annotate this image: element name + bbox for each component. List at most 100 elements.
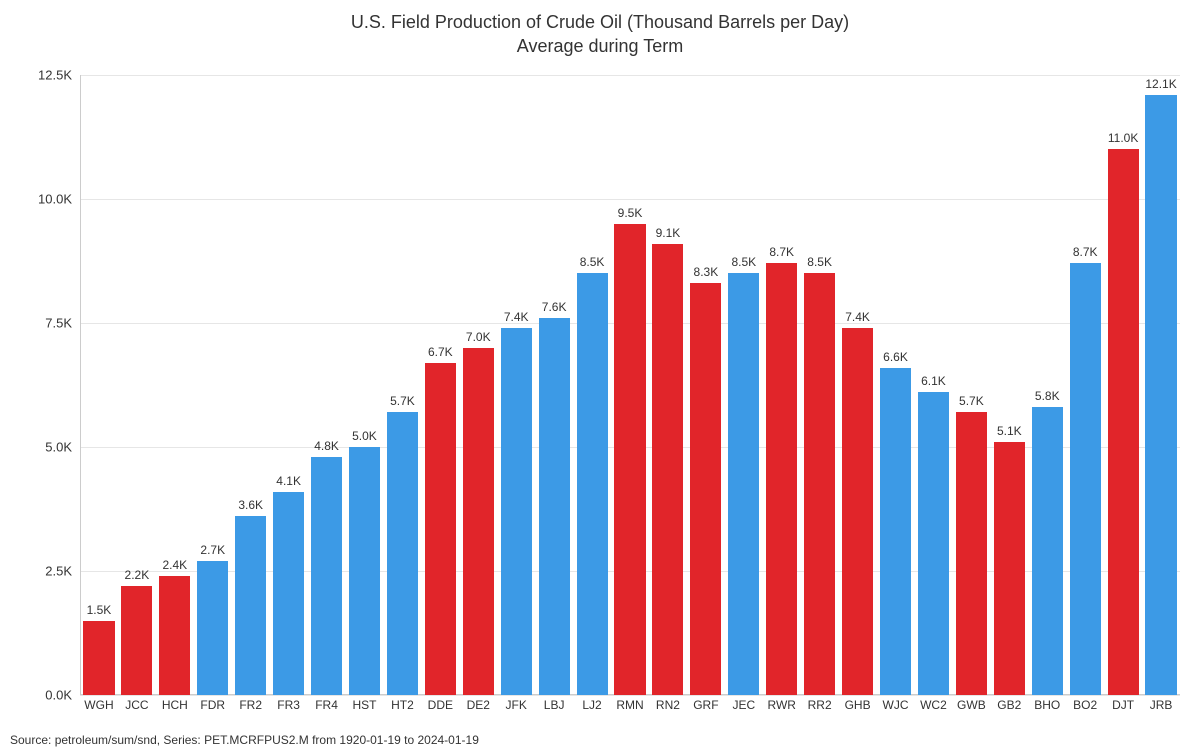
bar-JRB: [1145, 95, 1176, 695]
plot-area: 1.5K 2.2K 2.4K 2.7K 3.6K 4.1K 4.8K 5.0K 5.7K 6.7K…: [80, 75, 1180, 695]
bar-HT2: [387, 412, 418, 695]
bars-group: 1.5K 2.2K 2.4K 2.7K 3.6K 4.1K 4.8K 5.0K 5.7K 6.7K…: [80, 75, 1180, 695]
y-tick-label: 12.5K: [12, 68, 72, 83]
grid-line: [80, 695, 1180, 696]
bar-value-label: 3.6K: [238, 498, 263, 512]
bar-HST: [349, 447, 380, 695]
bar-WJC: [880, 368, 911, 695]
bar-value-label: 4.8K: [314, 439, 339, 453]
bar-RMN: [614, 224, 645, 695]
y-tick-label: 10.0K: [12, 192, 72, 207]
bar-value-label: 4.1K: [276, 474, 301, 488]
x-tick-label: RN2: [656, 698, 680, 712]
bar-FR3: [273, 492, 304, 695]
bar-LJ2: [577, 273, 608, 695]
bar-value-label: 8.5K: [731, 255, 756, 269]
x-tick-label: RMN: [616, 698, 643, 712]
x-tick-label: WJC: [883, 698, 909, 712]
bar-value-label: 6.7K: [428, 345, 453, 359]
x-tick-label: DE2: [467, 698, 490, 712]
bar-value-label: 9.5K: [618, 206, 643, 220]
x-tick-label: FDR: [200, 698, 225, 712]
bar-GHB: [842, 328, 873, 695]
y-tick-label: 2.5K: [12, 564, 72, 579]
bar-value-label: 2.2K: [125, 568, 150, 582]
x-tick-label: RR2: [808, 698, 832, 712]
bar-value-label: 7.6K: [542, 300, 567, 314]
x-tick-label: HST: [352, 698, 376, 712]
x-tick-label: FR3: [277, 698, 300, 712]
bar-value-label: 8.7K: [769, 245, 794, 259]
bar-RN2: [652, 244, 683, 695]
chart-container: U.S. Field Production of Crude Oil (Thou…: [0, 0, 1200, 753]
bar-GB2: [994, 442, 1025, 695]
x-tick-label: HCH: [162, 698, 188, 712]
bar-JFK: [501, 328, 532, 695]
bar-value-label: 5.8K: [1035, 389, 1060, 403]
bar-value-label: 9.1K: [656, 226, 681, 240]
bar-RR2: [804, 273, 835, 695]
bar-GRF: [690, 283, 721, 695]
bar-LBJ: [539, 318, 570, 695]
x-tick-label: DJT: [1112, 698, 1134, 712]
bar-value-label: 8.5K: [807, 255, 832, 269]
bar-value-label: 5.7K: [959, 394, 984, 408]
bar-FR4: [311, 457, 342, 695]
x-tick-label: BHO: [1034, 698, 1060, 712]
bar-value-label: 8.7K: [1073, 245, 1098, 259]
bar-value-label: 6.6K: [883, 350, 908, 364]
bar-JEC: [728, 273, 759, 695]
x-tick-label: LJ2: [582, 698, 601, 712]
bar-value-label: 5.0K: [352, 429, 377, 443]
bar-value-label: 12.1K: [1145, 77, 1176, 91]
bar-FR2: [235, 516, 266, 695]
chart-title-line1: U.S. Field Production of Crude Oil (Thou…: [351, 12, 849, 32]
bar-FDR: [197, 561, 228, 695]
bar-BHO: [1032, 407, 1063, 695]
x-tick-label: WGH: [84, 698, 113, 712]
x-tick-label: DDE: [428, 698, 453, 712]
x-tick-label: GHB: [845, 698, 871, 712]
bar-value-label: 5.1K: [997, 424, 1022, 438]
bar-RWR: [766, 263, 797, 695]
x-tick-label: JFK: [506, 698, 527, 712]
bar-HCH: [159, 576, 190, 695]
x-tick-label: GRF: [693, 698, 718, 712]
x-tick-label: BO2: [1073, 698, 1097, 712]
bar-GWB: [956, 412, 987, 695]
bar-WC2: [918, 392, 949, 695]
bar-value-label: 1.5K: [87, 603, 112, 617]
bar-value-label: 11.0K: [1108, 131, 1138, 145]
x-tick-label: WC2: [920, 698, 947, 712]
bar-DJT: [1108, 149, 1139, 695]
x-tick-label: GB2: [997, 698, 1021, 712]
y-tick-label: 5.0K: [12, 440, 72, 455]
bar-value-label: 8.5K: [580, 255, 605, 269]
bar-value-label: 7.0K: [466, 330, 491, 344]
bar-value-label: 5.7K: [390, 394, 415, 408]
x-tick-label: LBJ: [544, 698, 565, 712]
bar-value-label: 7.4K: [845, 310, 870, 324]
y-tick-label: 0.0K: [12, 688, 72, 703]
x-tick-label: RWR: [767, 698, 795, 712]
bar-value-label: 2.7K: [200, 543, 225, 557]
x-tick-label: JEC: [732, 698, 755, 712]
x-tick-label: FR2: [239, 698, 262, 712]
source-citation: Source: petroleum/sum/snd, Series: PET.M…: [10, 733, 479, 747]
bar-value-label: 2.4K: [162, 558, 187, 572]
x-tick-label: JRB: [1150, 698, 1173, 712]
x-tick-label: FR4: [315, 698, 338, 712]
x-tick-label: GWB: [957, 698, 986, 712]
chart-title: U.S. Field Production of Crude Oil (Thou…: [0, 10, 1200, 59]
bar-DE2: [463, 348, 494, 695]
bar-WGH: [83, 621, 114, 695]
bar-value-label: 6.1K: [921, 374, 946, 388]
bar-value-label: 7.4K: [504, 310, 529, 324]
bar-BO2: [1070, 263, 1101, 695]
y-tick-label: 7.5K: [12, 316, 72, 331]
x-tick-label: JCC: [125, 698, 148, 712]
bar-DDE: [425, 363, 456, 695]
x-tick-label: HT2: [391, 698, 414, 712]
chart-title-line2: Average during Term: [517, 36, 683, 56]
bar-value-label: 8.3K: [694, 265, 719, 279]
